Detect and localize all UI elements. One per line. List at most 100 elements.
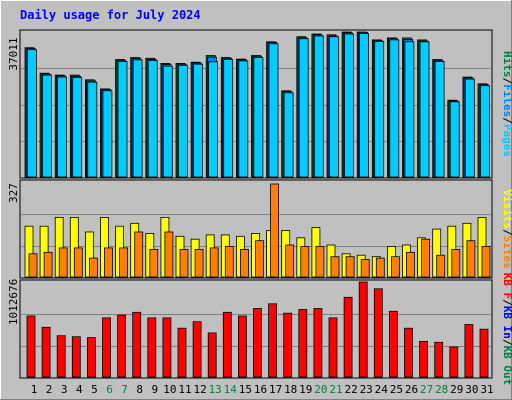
legend-part-2-2: KB In [501,306,512,339]
bar-pages-day-17 [268,43,279,178]
bar-sites-day-16 [255,240,264,278]
day-label-19: 19 [299,383,312,396]
day-label-30: 30 [465,383,478,396]
bar-pages-day-12 [193,63,203,178]
bar-kb-f-day-28 [434,341,444,378]
bar-sites-day-19 [300,246,310,278]
bar-kb-f-day-1 [26,315,36,378]
bar-pages-day-8 [132,59,143,178]
bar-kb-f-day-29 [449,346,459,378]
bar-kb-f-day-22 [343,296,353,378]
day-label-17: 17 [269,383,282,396]
bar-pages-day-25 [389,39,400,178]
day-label-25: 25 [390,383,403,396]
bar-sites-day-10 [164,231,174,278]
bar-kb-f-day-7 [117,314,126,378]
bar-pages-day-4 [72,77,83,178]
bar-kb-f-day-27 [419,340,429,378]
bar-sites-day-17 [270,183,280,278]
legend-part-0-3: / [501,117,512,124]
bar-kb-f-day-10 [162,317,172,378]
bar-kb-f-day-6 [102,317,111,378]
bar-kb-f-day-21 [328,317,338,378]
day-label-28: 28 [435,383,448,396]
day-label-2: 2 [46,383,53,396]
kbytes-ymax-label: 1012676 [7,279,20,325]
bar-pages-day-3 [57,76,67,178]
bar-pages-day-14 [223,59,234,178]
hits-legend: Hits/Files/Pages [501,51,512,157]
visits-ymax-label: 327 [7,183,20,203]
bar-pages-day-29 [449,101,460,178]
bar-pages-day-18 [283,92,294,178]
day-label-18: 18 [284,383,297,396]
bar-kb-f-day-12 [192,321,202,378]
legend-part-0-4: Pages [501,124,512,157]
bar-sites-day-14 [224,246,234,278]
bar-sites-day-6 [104,247,113,278]
day-label-21: 21 [329,383,342,396]
legend-part-2-4: KB Out [501,346,512,386]
day-label-10: 10 [163,383,176,396]
bar-kb-f-day-16 [253,308,262,378]
day-label-3: 3 [61,383,68,396]
bar-kb-f-day-19 [298,309,308,378]
bar-kb-f-day-31 [479,328,489,378]
bar-sites-day-3 [58,247,68,278]
legend-part-2-0: KB F [501,273,512,300]
day-label-11: 11 [178,383,191,396]
bar-pages-day-19 [298,38,309,178]
legend-part-0-0: Hits [501,51,512,78]
bar-sites-day-24 [375,257,385,278]
visits-legend: Visits/Sites [501,189,512,269]
day-label-1: 1 [31,383,38,396]
bar-pages-day-28 [434,61,445,178]
bar-sites-day-9 [149,248,159,278]
day-axis-labels: 1 2 3 4 5 6 7 8 9 10 11 12 13 14 15 16 17 18 19 20 21 22 23 24 2… [31,383,494,396]
chart-title: Daily usage for July 2024 [20,8,201,22]
bar-kb-f-day-26 [404,327,413,378]
day-label-15: 15 [239,383,252,396]
bar-pages-day-1 [26,49,37,178]
bar-pages-day-11 [177,64,188,178]
bar-pages-day-26 [404,41,415,178]
bar-kb-f-day-18 [283,312,293,378]
bar-sites-day-2 [43,251,53,278]
legend-part-1-0: Visits [501,189,512,229]
bar-sites-day-15 [239,248,249,278]
bar-kb-f-day-11 [177,327,187,378]
bar-kb-f-day-5 [87,337,96,378]
bar-pages-day-2 [42,74,52,178]
bar-sites-day-5 [89,257,98,278]
bar-kb-f-day-23 [358,281,368,378]
bar-pages-day-16 [253,57,264,178]
bar-pages-day-23 [359,33,370,178]
day-label-24: 24 [375,383,389,396]
day-label-14: 14 [224,383,238,396]
bar-kb-f-day-2 [41,326,51,378]
bar-sites-day-22 [345,256,355,278]
bar-pages-day-22 [344,33,354,178]
bar-sites-day-4 [73,247,83,278]
bar-pages-day-9 [147,60,158,178]
bar-pages-day-5 [87,81,98,178]
bar-kb-f-day-24 [373,288,383,378]
day-label-26: 26 [405,383,418,396]
bar-kb-f-day-25 [388,310,398,378]
bar-pages-day-20 [313,35,324,178]
bar-pages-day-6 [102,90,113,178]
legend-part-0-2: Files [501,84,512,117]
bar-kb-f-day-14 [222,311,232,378]
bar-kb-f-day-8 [132,311,142,378]
bar-sites-day-8 [134,231,144,278]
bar-sites-day-30 [466,240,476,278]
day-label-12: 12 [193,383,206,396]
bar-kb-f-day-13 [207,332,217,378]
bar-sites-day-18 [285,244,295,278]
bar-sites-day-23 [360,259,370,278]
bar-pages-day-21 [328,36,339,178]
bar-sites-day-26 [406,251,415,278]
day-label-16: 16 [254,383,267,396]
bar-kb-f-day-20 [313,308,323,378]
